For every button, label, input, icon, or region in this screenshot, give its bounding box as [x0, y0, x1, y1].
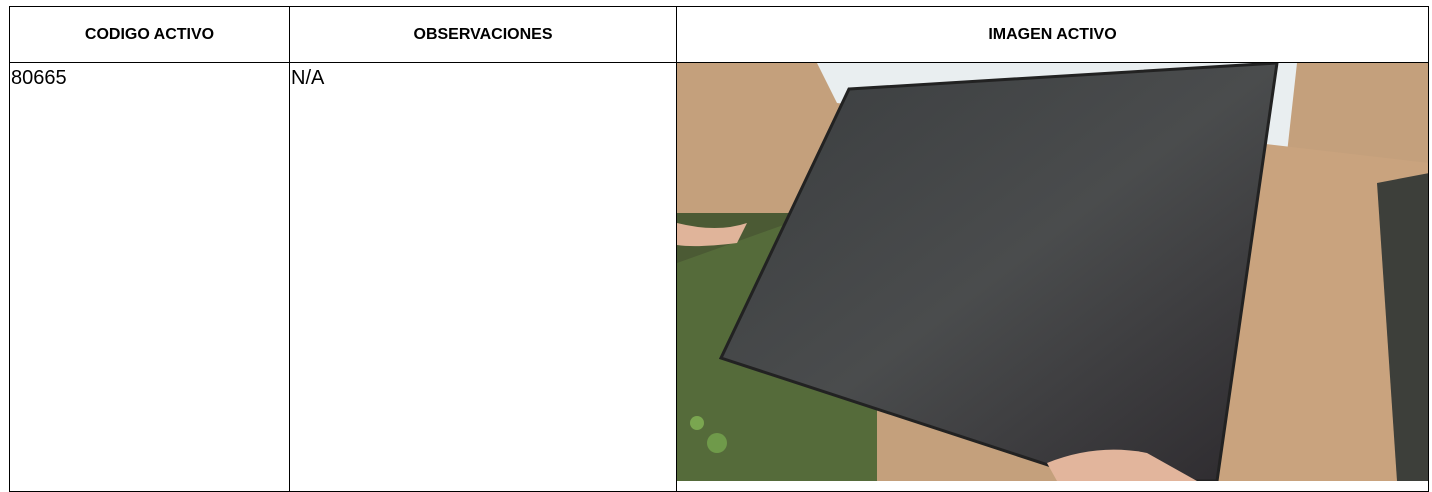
- header-cell: CODIGO ACTIVO: [9, 6, 290, 63]
- asset-photo: [677, 63, 1428, 481]
- header-cell: IMAGEN ACTIVO: [676, 6, 1429, 63]
- code-cell: 80665: [9, 62, 290, 492]
- header-cell: OBSERVACIONES: [289, 6, 677, 63]
- page: CODIGO ACTIVO OBSERVACIONES IMAGEN ACTIV…: [9, 6, 1429, 492]
- observations-cell: N/A: [289, 62, 677, 492]
- image-cell: [676, 62, 1429, 492]
